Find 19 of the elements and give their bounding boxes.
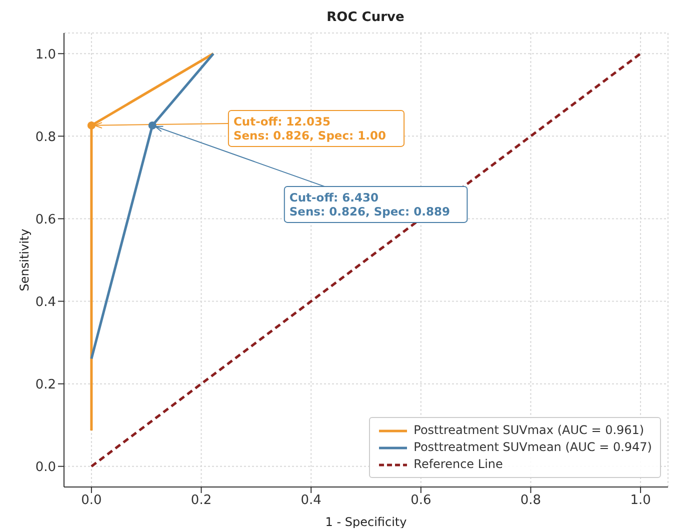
x-tick-label: 1.0 [630, 493, 651, 508]
y-tick-label: 1.0 [35, 47, 56, 62]
x-tick-label: 0.6 [410, 493, 432, 508]
y-tick-label: 0.4 [35, 294, 56, 310]
x-tick-label: 0.4 [300, 493, 322, 508]
y-axis-title: Sensitivity [17, 228, 32, 292]
legend-label: Posttreatment SUVmax (AUC = 0.961) [414, 422, 644, 439]
annotation: Cut-off: 12.035 Sens: 0.826, Spec: 1.00 [233, 114, 386, 142]
annotation: Cut-off: 6.430 Sens: 0.826, Spec: 0.889 [289, 190, 450, 218]
y-tick-label: 0.6 [35, 212, 56, 228]
y-tick-label: 0.8 [35, 130, 56, 145]
chart-title: ROC Curve [326, 10, 406, 25]
x-tick-label: 0.2 [190, 493, 212, 508]
x-tick-label: 0.8 [520, 493, 542, 508]
y-tick-label: 0.0 [35, 460, 56, 475]
legend-label: Posttreatment SUVmean (AUC = 0.947) [414, 439, 652, 456]
x-tick-label: 0.0 [81, 493, 102, 508]
legend-label: Reference Line [414, 456, 503, 473]
y-tick-label: 0.2 [35, 377, 56, 392]
